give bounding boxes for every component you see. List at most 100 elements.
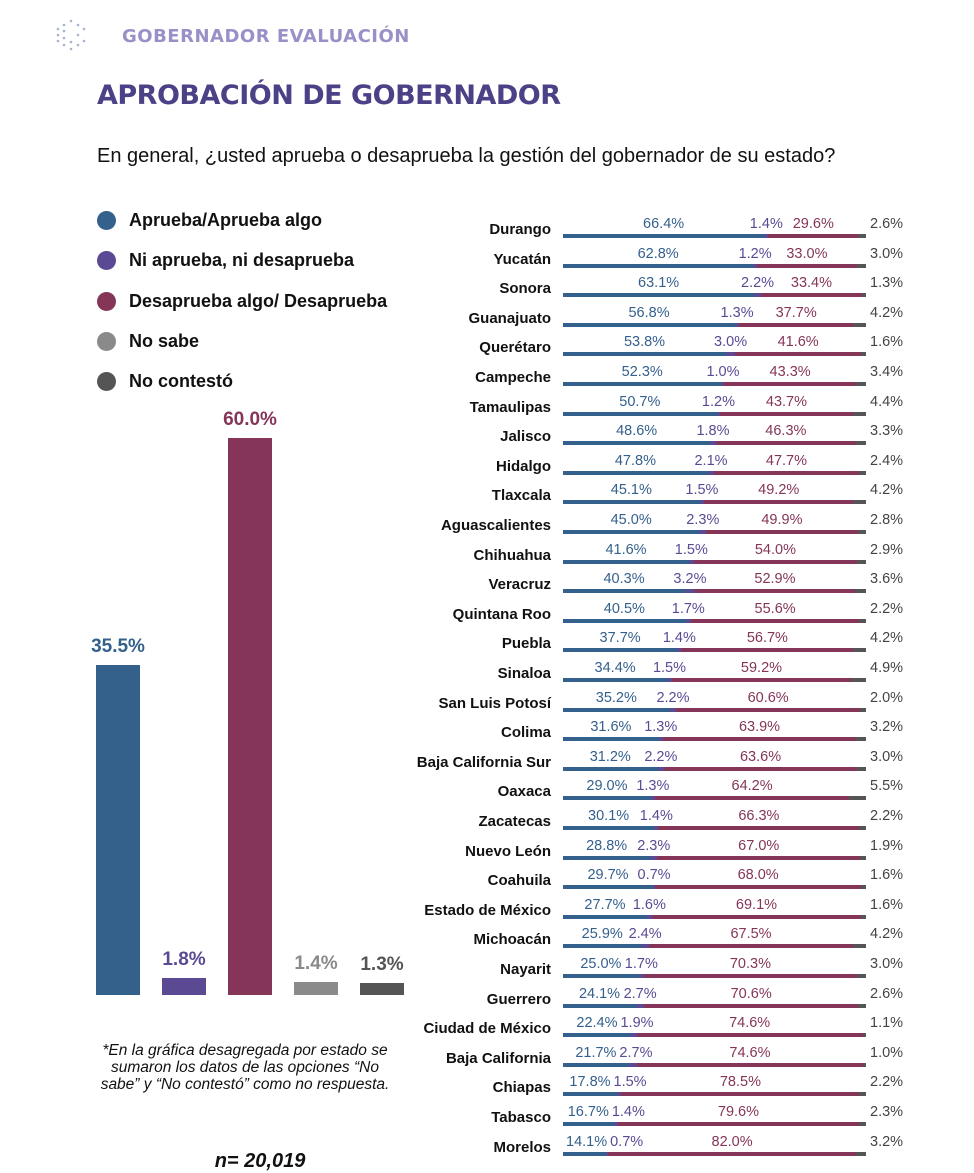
segment-label: 40.3%	[603, 571, 645, 588]
bar-segment	[756, 263, 857, 268]
legend-item: Ni aprueba, ni desaprueba	[97, 250, 354, 271]
segment-label: 40.5%	[603, 600, 645, 617]
segment-label: 52.3%	[621, 364, 663, 380]
segment-label: 1.8%	[696, 423, 730, 440]
bar-segment	[563, 530, 700, 534]
segment-label: 3.3%	[870, 423, 904, 440]
state-label: Zacatecas	[478, 813, 551, 830]
segment-label: 33.4%	[790, 275, 833, 292]
bar-segment	[856, 766, 866, 771]
bar-segment	[856, 1151, 866, 1156]
bar-segment	[644, 1003, 859, 1008]
bar-segment	[677, 648, 682, 653]
bar-segment	[669, 707, 677, 712]
bar-segment	[710, 441, 716, 446]
bar-label: 35.5%	[91, 636, 145, 658]
segment-label: 3.6%	[870, 571, 904, 588]
bar-segment	[706, 530, 858, 534]
segment-label: 29.6%	[792, 216, 834, 232]
segment-label: 50.7%	[619, 393, 661, 410]
bar-segment	[651, 914, 862, 919]
segment-label: 3.0%	[870, 956, 904, 972]
segment-label: 45.0%	[610, 512, 652, 528]
segment-label: 78.5%	[719, 1074, 761, 1091]
segment-label: 2.7%	[623, 985, 657, 1002]
segment-label: 29.7%	[587, 867, 629, 884]
bar-segment	[857, 530, 866, 534]
bar-segment	[720, 411, 853, 416]
bar-segment	[753, 263, 757, 268]
bar-segment	[563, 1151, 606, 1156]
bar-segment	[563, 411, 717, 416]
segment-label: 27.7%	[584, 896, 626, 913]
segment-label: 2.3%	[637, 837, 671, 854]
bar-segment	[856, 263, 866, 268]
segment-label: 2.6%	[870, 216, 904, 232]
state-label: Nuevo León	[465, 842, 551, 860]
segment-label: 35.2%	[595, 689, 637, 706]
segment-label: 49.2%	[758, 482, 800, 499]
bar-segment	[617, 1122, 860, 1126]
bar-segment	[862, 293, 866, 298]
segment-label: 5.5%	[870, 778, 904, 795]
bar-segment	[855, 382, 866, 386]
segment-label: 1.3%	[870, 275, 904, 292]
segment-label: 60.6%	[747, 689, 789, 706]
bar-label: 1.8%	[162, 949, 206, 971]
state-label: Aguascalientes	[440, 517, 551, 534]
segment-label: 34.4%	[594, 660, 636, 676]
bar-segment	[563, 1062, 629, 1067]
state-label: Ciudad de México	[423, 1020, 551, 1038]
legend-item: No sabe	[97, 331, 199, 352]
bar-segment	[859, 618, 866, 623]
bar-segment	[563, 707, 670, 712]
bar-segment	[563, 1092, 617, 1097]
segment-label: 1.7%	[624, 956, 658, 972]
bar-segment	[658, 826, 860, 830]
bar-segment	[658, 737, 663, 742]
segment-label: 47.8%	[614, 452, 656, 469]
bar-segment	[859, 707, 866, 712]
bar-segment	[754, 293, 761, 298]
bar-segment	[563, 500, 700, 505]
segment-label: 29.0%	[586, 778, 628, 795]
bar-segment	[716, 411, 721, 416]
state-label: Estado de México	[424, 901, 551, 919]
segment-label: 1.0%	[870, 1044, 904, 1061]
bar-segment	[628, 1062, 637, 1067]
bar-segment	[563, 234, 765, 238]
segment-label: 30.1%	[588, 808, 630, 824]
segment-label: 66.3%	[738, 808, 780, 824]
bar-segment	[685, 618, 691, 623]
segment-label: 45.1%	[610, 482, 652, 499]
bar-segment	[858, 234, 866, 238]
state-label: Puebla	[501, 635, 551, 653]
segment-label: 17.8%	[569, 1074, 611, 1091]
segment-label: 1.0%	[706, 364, 740, 380]
state-label: Baja California	[445, 1049, 551, 1067]
segment-label: 41.6%	[777, 334, 819, 351]
bar-segment	[861, 352, 866, 357]
segment-label: 47.7%	[765, 452, 808, 469]
bar-segment	[605, 1151, 608, 1156]
section-header: GOBERNADOR EVALUACIÓN	[122, 26, 410, 47]
bar-segment	[563, 885, 653, 890]
bar-segment	[853, 500, 866, 505]
bar-segment	[861, 885, 866, 890]
segment-label: 1.5%	[674, 541, 708, 558]
bar-segment	[724, 382, 856, 386]
bar-segment	[563, 974, 639, 978]
state-label: Chiapas	[492, 1079, 551, 1097]
bar-segment	[685, 589, 695, 594]
segment-label: 1.6%	[870, 896, 904, 913]
segment-label: 4.2%	[870, 926, 904, 943]
bar-segment	[859, 1092, 866, 1097]
segment-label: 22.4%	[576, 1015, 618, 1032]
bar-segment	[563, 470, 708, 475]
bar-segment	[563, 293, 755, 298]
bar-segment	[563, 263, 754, 268]
bar-segment	[721, 382, 725, 386]
bar-segment	[563, 322, 736, 327]
segment-label: 2.8%	[870, 512, 904, 528]
bar-segment	[563, 914, 647, 919]
